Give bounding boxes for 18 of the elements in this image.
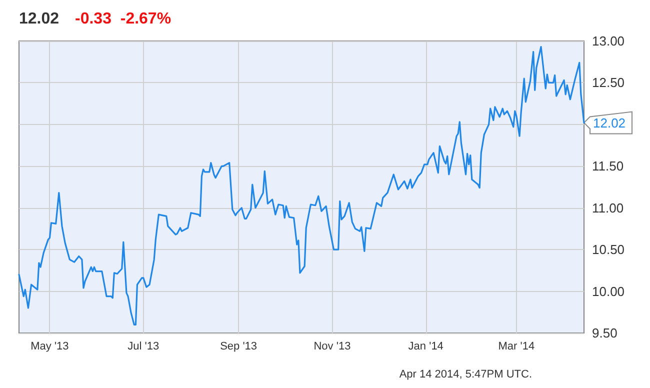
x-tick-label: Jan '14	[408, 340, 444, 352]
x-tick-label: Jul '13	[128, 340, 160, 352]
x-tick-label: Mar '14	[498, 340, 535, 352]
y-tick-label: 10.00	[592, 284, 625, 299]
y-tick-label: 9.50	[592, 326, 618, 340]
line-series	[18, 46, 585, 326]
y-tick-label: 10.50	[592, 242, 625, 258]
y-tick-label: 11.50	[592, 158, 624, 174]
x-tick-label: Nov '13	[314, 340, 351, 352]
chart-subtitle: -0.33 -2.67%	[75, 10, 172, 28]
x-tick-label: Sep '13	[220, 340, 258, 352]
y-tick-label: 11.00	[592, 200, 624, 216]
y-tick-label: 12.50	[592, 75, 625, 90]
x-tick-label: May '13	[30, 340, 69, 352]
text: Apr 14 2014, 5:47PM UTC.	[399, 368, 532, 380]
y-tick-label: 13.00	[592, 34, 625, 48]
chart-title: 12.02	[19, 10, 60, 28]
annotation: 12.02	[593, 115, 626, 130]
